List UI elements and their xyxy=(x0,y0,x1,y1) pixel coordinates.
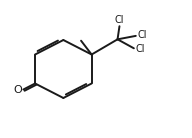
Text: O: O xyxy=(13,85,22,95)
Text: Cl: Cl xyxy=(136,44,145,54)
Text: Cl: Cl xyxy=(115,15,124,25)
Text: Cl: Cl xyxy=(138,30,147,40)
